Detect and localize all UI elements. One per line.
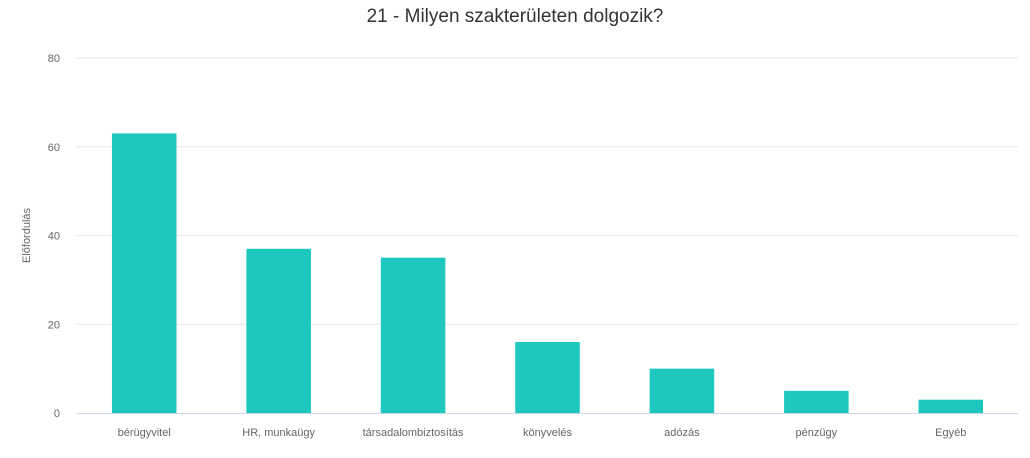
x-tick-label: bérügyvitel: [118, 427, 171, 439]
chart-title: 21 - Milyen szakterületen dolgozik?: [366, 6, 664, 27]
bar: [111, 133, 177, 413]
y-tick-label: 0: [54, 408, 60, 420]
y-axis-title: Előfordulás: [21, 207, 33, 263]
x-tick-label: társadalombiztosítás: [363, 427, 464, 439]
x-tick-label: adózás: [664, 427, 700, 439]
y-tick-label: 80: [48, 53, 60, 65]
x-tick-label: pénzügy: [796, 427, 838, 439]
bar: [246, 248, 311, 413]
y-tick-label: 20: [48, 319, 60, 331]
grid-lines: [77, 57, 1018, 325]
bars: [111, 133, 984, 413]
y-axis-ticks: 0 20 40 60 80: [48, 53, 60, 420]
bar: [918, 399, 984, 413]
x-tick-label: HR, munkaügy: [242, 427, 315, 439]
x-axis-labels: bérügyvitel HR, munkaügy társadalombiztosí…: [118, 427, 967, 439]
bar: [784, 390, 849, 413]
x-tick-label: könyvelés: [523, 427, 572, 439]
y-tick-label: 60: [48, 142, 60, 154]
bar: [380, 257, 446, 413]
bar: [649, 368, 715, 413]
y-tick-label: 40: [48, 231, 60, 243]
bar: [515, 342, 580, 413]
x-tick-label: Egyéb: [935, 427, 966, 439]
